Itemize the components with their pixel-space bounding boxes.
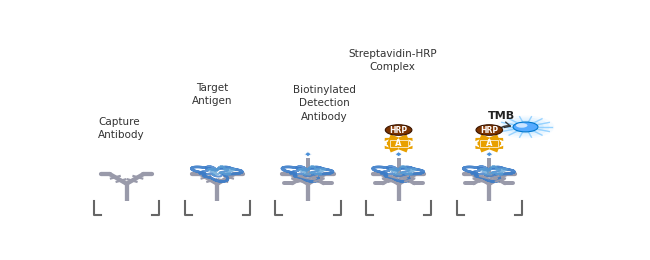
Circle shape: [513, 122, 538, 132]
Circle shape: [482, 127, 489, 130]
Polygon shape: [486, 152, 493, 157]
Text: Biotinylated
Detection
Antibody: Biotinylated Detection Antibody: [292, 85, 356, 122]
Polygon shape: [385, 138, 393, 141]
Text: TMB: TMB: [488, 111, 515, 121]
Circle shape: [385, 125, 412, 135]
Polygon shape: [475, 138, 484, 141]
FancyBboxPatch shape: [389, 140, 408, 147]
Polygon shape: [475, 146, 484, 149]
Circle shape: [516, 123, 527, 128]
Circle shape: [508, 120, 544, 134]
Polygon shape: [395, 152, 402, 157]
Text: HRP: HRP: [480, 126, 499, 134]
FancyBboxPatch shape: [480, 140, 499, 147]
Text: A: A: [486, 139, 493, 148]
Circle shape: [476, 125, 502, 135]
Polygon shape: [385, 146, 393, 149]
Text: Capture
Antibody: Capture Antibody: [98, 117, 145, 140]
Circle shape: [502, 118, 549, 136]
Polygon shape: [404, 138, 413, 141]
Circle shape: [391, 127, 398, 130]
Polygon shape: [404, 146, 413, 149]
Polygon shape: [495, 138, 503, 141]
Polygon shape: [495, 146, 503, 149]
Text: HRP: HRP: [389, 126, 408, 134]
Circle shape: [497, 115, 554, 138]
Text: Streptavidin-HRP
Complex: Streptavidin-HRP Complex: [348, 49, 437, 73]
Text: Target
Antigen: Target Antigen: [192, 83, 233, 106]
Polygon shape: [304, 152, 311, 157]
Text: A: A: [395, 139, 402, 148]
